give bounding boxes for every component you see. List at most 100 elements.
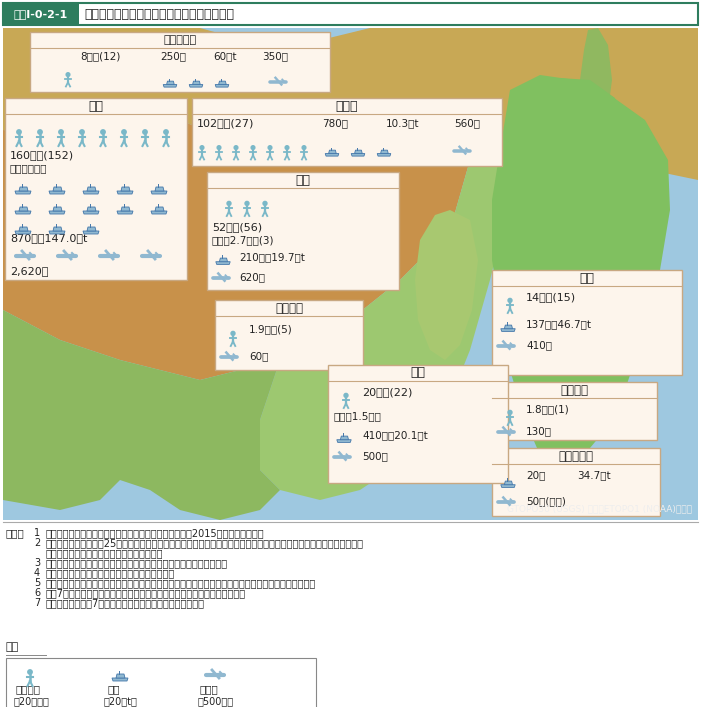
Text: 780隻: 780隻 [322,118,348,128]
Text: （20万人）: （20万人） [14,696,50,706]
Text: 海兵隊１万人: 海兵隊１万人 [10,163,48,173]
Text: 2: 2 [34,538,40,548]
Text: 2,620機: 2,620機 [10,266,48,276]
Polygon shape [116,674,125,678]
Text: 350機: 350機 [262,51,288,61]
Text: 北朝鮮: 北朝鮮 [336,100,358,112]
Polygon shape [53,187,62,191]
Text: 1: 1 [34,528,40,538]
Text: わが国周辺における主な兵力の状況（概数）: わが国周辺における主な兵力の状況（概数） [84,8,234,21]
Polygon shape [151,211,167,214]
Polygon shape [351,153,365,156]
Circle shape [263,201,267,205]
Text: 60機: 60機 [249,351,268,361]
Text: 60万t: 60万t [213,51,236,61]
Polygon shape [215,85,229,87]
Polygon shape [49,191,65,194]
Text: 米第７艦隊: 米第７艦隊 [559,450,594,462]
Bar [492,382,657,440]
Bar [5,98,187,280]
Polygon shape [155,187,164,191]
Polygon shape [112,678,128,681]
Polygon shape [167,81,175,85]
Polygon shape [87,227,96,231]
Circle shape [217,146,221,149]
Text: GTOPO30 (USGS) およびETOPO1 (NOAA)を使用: GTOPO30 (USGS) およびETOPO1 (NOAA)を使用 [507,504,692,513]
Polygon shape [341,436,348,440]
Polygon shape [53,227,62,231]
Polygon shape [163,85,177,87]
Text: 資料は、米国防省公表資料、「ミリタリー・バランス（2015）」などによる。: 資料は、米国防省公表資料、「ミリタリー・バランス（2015）」などによる。 [46,528,264,538]
Text: 250隻: 250隻 [160,51,186,61]
Circle shape [344,393,348,397]
Polygon shape [555,415,592,455]
Text: 500機: 500機 [362,451,388,461]
Text: 在日米軍: 在日米軍 [561,383,589,397]
Polygon shape [3,28,698,180]
Polygon shape [189,85,203,87]
Text: 在韓米軍: 在韓米軍 [275,301,303,315]
Circle shape [285,146,289,149]
Polygon shape [15,231,31,234]
Polygon shape [117,211,133,214]
Text: 410機: 410機 [526,340,552,350]
Text: （500機）: （500機） [198,696,234,706]
Polygon shape [83,231,99,234]
Text: 620機: 620機 [239,272,265,282]
Circle shape [38,130,42,134]
Polygon shape [355,150,362,153]
Polygon shape [492,75,670,470]
Circle shape [17,130,21,134]
Text: 52万人(56): 52万人(56) [212,222,262,232]
Text: 7: 7 [34,598,40,608]
Text: （20万t）: （20万t） [104,696,138,706]
Circle shape [59,130,63,134]
Text: 10.3万t: 10.3万t [386,118,419,128]
Polygon shape [219,258,228,262]
Text: 137隻　46.7万t: 137隻 46.7万t [526,319,592,329]
Text: 作戦機: 作戦機 [200,684,219,694]
Polygon shape [121,207,130,211]
Polygon shape [448,422,472,465]
Text: 凡例: 凡例 [6,642,19,652]
Circle shape [28,670,32,674]
Polygon shape [53,207,62,211]
Text: 130機: 130機 [526,426,552,436]
Polygon shape [19,207,28,211]
Bar [6,658,316,707]
Bar [207,172,399,290]
Text: 560機: 560機 [454,118,480,128]
Text: 台湾: 台湾 [411,366,426,380]
Polygon shape [336,440,351,443]
Polygon shape [151,191,167,194]
Polygon shape [216,262,230,264]
Text: 410隻　20.1万t: 410隻 20.1万t [362,430,428,440]
Text: 160万人(152): 160万人(152) [10,150,74,160]
Text: 8万人(12): 8万人(12) [80,51,121,61]
Circle shape [80,130,84,134]
Circle shape [268,146,272,149]
Text: 6: 6 [34,588,40,598]
Text: 50機(艦載): 50機(艦載) [526,496,566,506]
Polygon shape [19,227,28,231]
Polygon shape [83,211,99,214]
Bar [30,32,330,92]
Text: 日本については、平成25年度末における各自衛隊の実勢力を示し、作戦機数は空自の作戦機（輸送機を除く。）および: 日本については、平成25年度末における各自衛隊の実勢力を示し、作戦機数は空自の作… [46,538,364,548]
Polygon shape [260,140,520,500]
Polygon shape [505,481,512,485]
Text: 海自の作戦機（固定羼のみ）の合計である。: 海自の作戦機（固定羼のみ）の合計である。 [46,548,163,558]
Bar [192,98,502,166]
Text: 870隻　147.0万t: 870隻 147.0万t [10,233,88,243]
Text: 1.9万人(5): 1.9万人(5) [249,324,293,334]
Circle shape [251,146,255,149]
Polygon shape [325,153,339,156]
Polygon shape [19,187,28,191]
Bar [3,28,698,520]
Bar [3,522,698,704]
Polygon shape [87,187,96,191]
Text: 中国: 中国 [88,100,104,112]
Circle shape [101,130,105,134]
Polygon shape [329,150,336,153]
Polygon shape [155,207,164,211]
Polygon shape [501,329,515,332]
